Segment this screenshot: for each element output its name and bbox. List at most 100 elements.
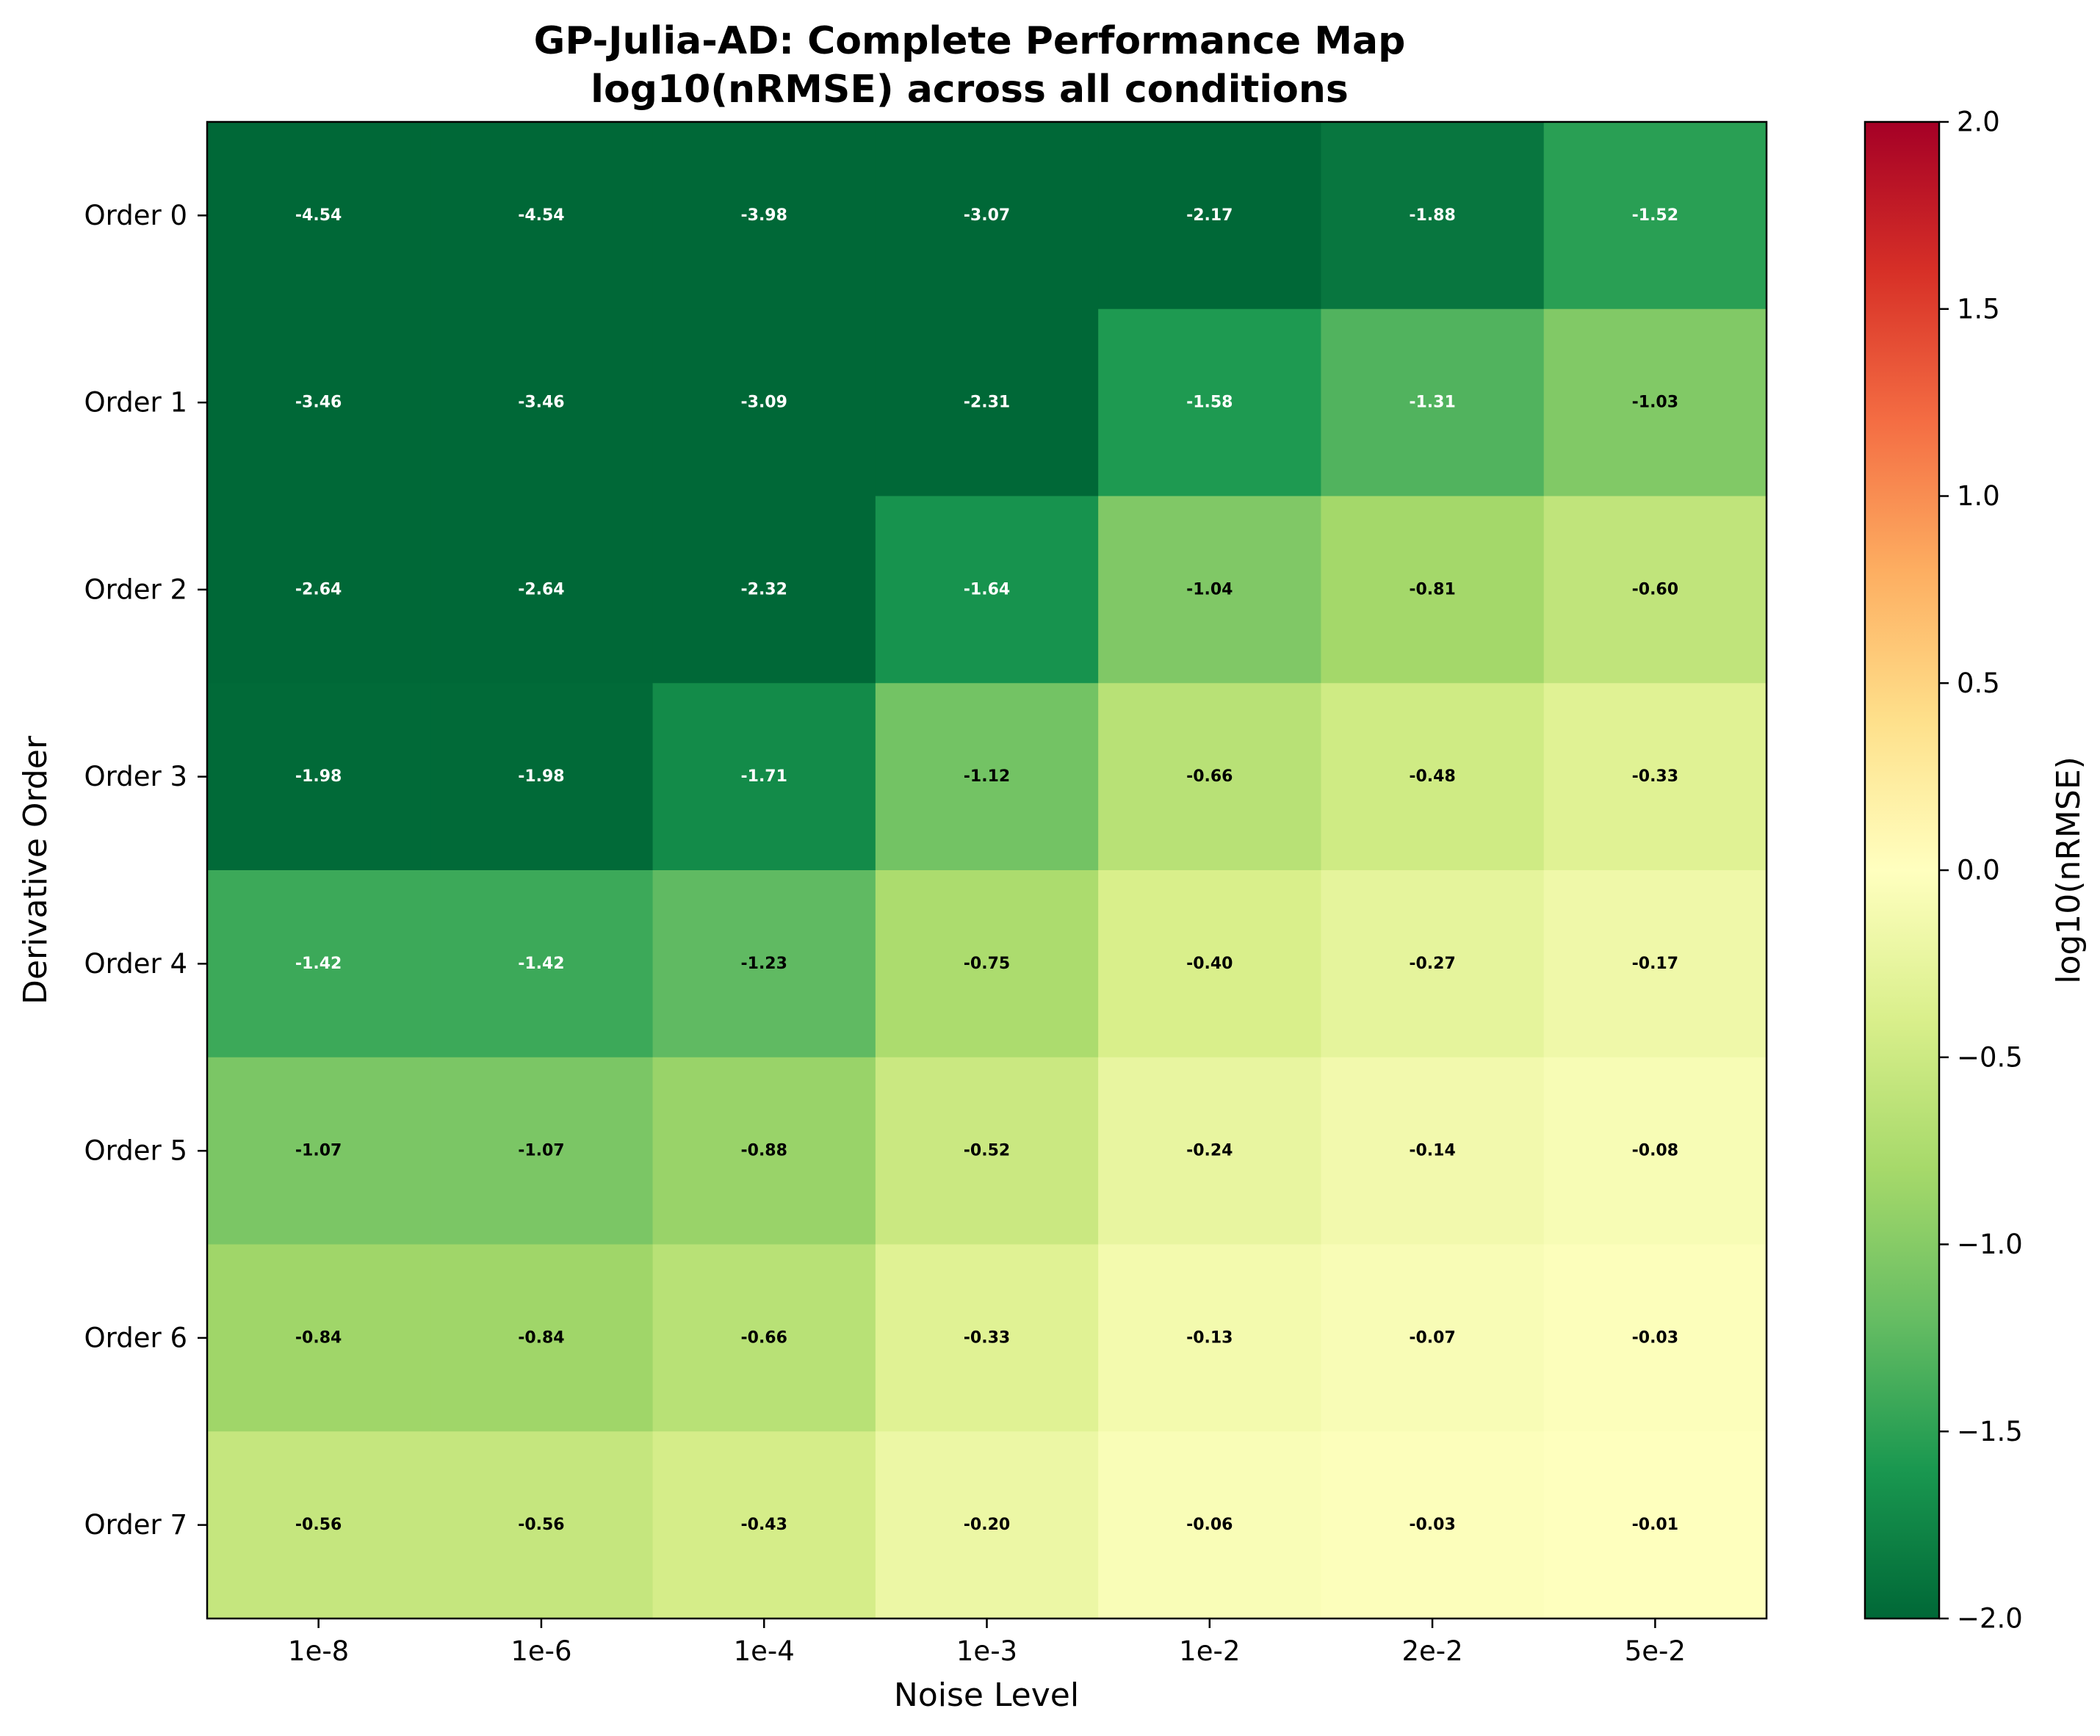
cell-value-label: -0.13 [1186,1328,1233,1347]
cell-value-label: -1.98 [518,767,564,786]
cell-value-label: -0.84 [295,1328,342,1347]
cell-value-label: -3.98 [741,206,787,225]
cell-value-label: -0.43 [741,1516,787,1534]
cell-value-label: -0.88 [741,1142,787,1160]
heatmap-cell [207,122,430,310]
cell-value-label: -0.56 [295,1516,342,1534]
x-tick-label: 5e-2 [1625,1635,1686,1667]
colorbar-tick-label: 1.0 [1957,480,2000,512]
cell-value-label: -0.52 [964,1142,1010,1160]
chart-title: GP-Julia-AD: Complete Performance Map [534,19,1406,63]
cell-value-label: -1.03 [1632,394,1678,412]
heatmap-cell [1543,122,1767,310]
heatmap-cell [430,308,654,497]
cell-value-label: -1.71 [741,767,787,786]
x-tick-label: 1e-2 [1179,1635,1240,1667]
heatmap-cell [430,870,654,1058]
cell-value-label: -0.14 [1409,1142,1455,1160]
heatmap-cell [1321,496,1545,684]
colorbar-tick-label: −2.0 [1957,1603,2023,1635]
heatmap-cell [1321,1244,1545,1432]
heatmap-cell [875,122,1099,310]
y-tick-label: Order 1 [84,387,187,419]
cell-value-label: -0.48 [1409,767,1455,786]
heatmap-cell [652,122,876,310]
cell-value-label: -0.27 [1409,955,1455,973]
heatmap-cell [207,1431,430,1619]
heatmap-cell [652,683,876,871]
y-tick-label: Order 7 [84,1509,187,1541]
x-tick-label: 2e-2 [1401,1635,1462,1667]
heatmap-cell [1098,496,1322,684]
heatmap-cell [875,683,1099,871]
cell-value-label: -1.88 [1409,206,1455,225]
heatmap-cell [207,870,430,1058]
heatmap-cell [207,308,430,497]
cell-value-label: -4.54 [295,206,342,225]
cell-value-label: -0.24 [1186,1142,1233,1160]
heatmap-cell [1098,870,1322,1058]
heatmap-cell [1098,308,1322,497]
heatmap-cell [652,1431,876,1619]
colorbar-tick-label: −1.5 [1957,1416,2023,1447]
heatmap-cell [875,1244,1099,1432]
heatmap-cell [1098,1244,1322,1432]
heatmap-cell [1543,1057,1767,1245]
colorbar-ticks: 2.0 1.5 1.0 0.5 0.0 −0.5 −1.0 −1.5 −2.0 [1939,106,2023,1635]
heatmap-cell [875,870,1099,1058]
cell-value-label: -0.33 [1632,767,1678,786]
cell-value-label: -0.66 [1186,767,1233,786]
heatmap-cell [652,496,876,684]
colorbar-tick-label: 2.0 [1957,106,2000,138]
cell-value-label: -2.64 [518,580,564,598]
heatmap-cell [430,683,654,871]
cell-value-label: -0.06 [1186,1516,1233,1534]
heatmap-cell [1321,1057,1545,1245]
heatmap-cell [1543,496,1767,684]
x-axis-ticks: 1e-8 1e-6 1e-4 1e-3 1e-2 2e-2 5e-2 [288,1619,1686,1667]
heatmap-cell [430,1431,654,1619]
cell-value-label: -1.52 [1632,206,1678,225]
cell-value-label: -1.42 [518,955,564,973]
heatmap-cell [1321,1431,1545,1619]
cell-value-label: -1.23 [741,955,787,973]
cell-value-label: -2.64 [295,580,342,598]
cell-value-label: -1.07 [518,1142,564,1160]
heatmap-cell [875,496,1099,684]
cell-value-label: -0.60 [1632,580,1678,598]
y-tick-label: Order 3 [84,761,187,792]
cell-value-label: -1.12 [964,767,1010,786]
cell-value-label: -0.75 [964,955,1010,973]
y-tick-label: Order 2 [84,574,187,605]
heatmap-cell [875,308,1099,497]
heatmap-cell [1543,308,1767,497]
cell-value-label: -1.07 [295,1142,342,1160]
heatmap-cell [652,1057,876,1245]
chart-subtitle: log10(nRMSE) across all conditions [591,68,1349,112]
y-tick-label: Order 5 [84,1135,187,1167]
heatmap-cell [1543,1244,1767,1432]
colorbar-label: log10(nRMSE) [2050,756,2088,984]
heatmap-cell [652,870,876,1058]
heatmap-cell [1098,1057,1322,1245]
heatmap-cell [430,496,654,684]
heatmap-cell [207,683,430,871]
heatmap-cell [652,1244,876,1432]
x-tick-label: 1e-6 [510,1635,571,1667]
cell-value-label: -2.31 [964,394,1010,412]
heatmap-cell [1543,1431,1767,1619]
cell-value-label: -1.58 [1186,394,1233,412]
cell-value-label: -4.54 [518,206,564,225]
cell-value-label: -0.08 [1632,1142,1678,1160]
heatmap-cell [1321,122,1545,310]
colorbar-tick-label: 0.0 [1957,855,2000,886]
colorbar-tick-label: −1.0 [1957,1229,2023,1260]
cell-value-label: -1.04 [1186,580,1233,598]
cell-value-label: -1.64 [964,580,1010,598]
cell-value-label: -1.98 [295,767,342,786]
cell-value-label: -1.42 [295,955,342,973]
cell-value-label: -3.46 [295,394,342,412]
colorbar [1863,120,1941,1620]
cell-value-label: -0.17 [1632,955,1678,973]
heatmap-cell [1321,683,1545,871]
